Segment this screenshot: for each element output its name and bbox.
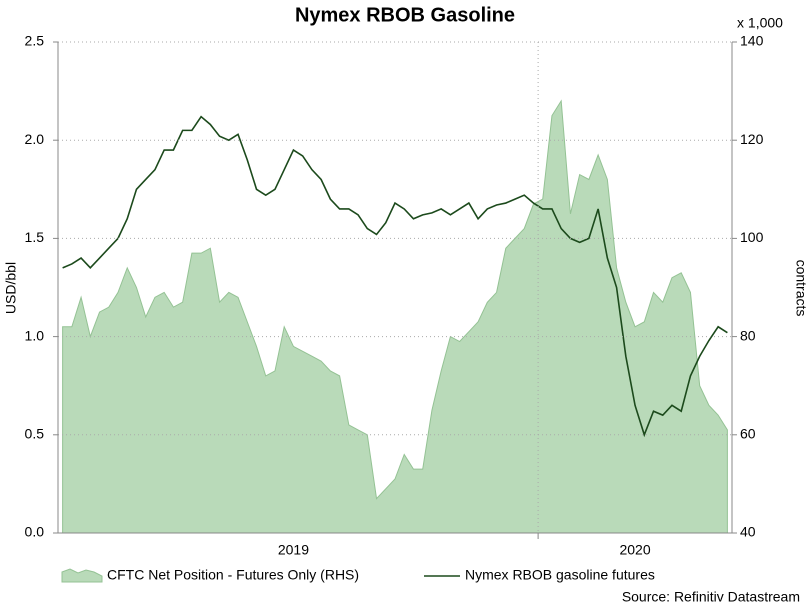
y2-tick-label: 100 bbox=[740, 229, 764, 245]
y2-tick-label: 140 bbox=[740, 33, 764, 49]
y-tick-label: 2.0 bbox=[25, 131, 45, 147]
y2-tick-label: 40 bbox=[740, 524, 756, 540]
y2-tick-label: 80 bbox=[740, 327, 756, 343]
y-tick-label: 1.0 bbox=[25, 327, 45, 343]
y2-tick-label: 60 bbox=[740, 426, 756, 442]
source: Source: Refinitiv Datastream bbox=[622, 589, 800, 605]
x-tick-label: 2019 bbox=[278, 542, 309, 558]
y2-axis-label: contracts bbox=[793, 260, 809, 317]
legend-swatch bbox=[61, 568, 103, 583]
chart-title: Nymex RBOB Gasoline bbox=[295, 4, 515, 26]
y-axis-label: USD/bbl bbox=[3, 262, 19, 314]
y-tick-label: 0.5 bbox=[25, 426, 45, 442]
legend-label: Nymex RBOB gasoline futures bbox=[465, 567, 655, 583]
y-tick-label: 1.5 bbox=[25, 229, 45, 245]
legend-label: CFTC Net Position - Futures Only (RHS) bbox=[107, 567, 359, 583]
y-tick-label: 2.5 bbox=[25, 33, 45, 49]
line bbox=[62, 115, 728, 438]
x-tick-label: 2020 bbox=[619, 542, 650, 558]
y2-tick-label: 120 bbox=[740, 131, 764, 147]
y2-unit: x 1,000 bbox=[737, 15, 783, 31]
y-tick-label: 0.0 bbox=[25, 524, 45, 540]
area bbox=[62, 99, 728, 534]
